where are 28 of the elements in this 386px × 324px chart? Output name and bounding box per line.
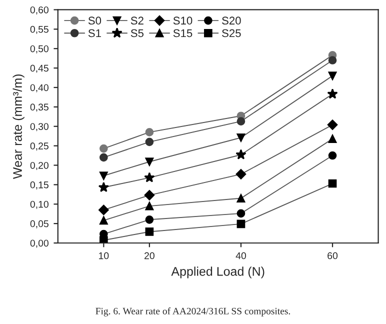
y-axis-title: Wear rate (mm³/m)	[12, 74, 24, 179]
x-tick-label: 20	[144, 252, 154, 260]
y-tick-label: 0,25	[30, 142, 48, 151]
x-tick-label: 10	[99, 252, 109, 260]
legend-label: S2	[130, 16, 144, 25]
y-tick-label: 0,40	[30, 84, 48, 92]
y-tick-label: 0,55	[30, 26, 48, 34]
y-tick-label: 0,00	[30, 240, 48, 248]
y-tick-label: 0,30	[30, 123, 48, 132]
y-tick-label: 0,20	[30, 162, 48, 170]
legend-label: S25	[222, 29, 241, 38]
legend-label: S10	[173, 16, 192, 25]
y-tick-label: 0,10	[30, 200, 48, 209]
legend-label: S0	[88, 16, 102, 25]
legend-label: S5	[130, 29, 144, 38]
y-tick-label: 0,15	[30, 181, 48, 190]
x-tick-label: 60	[328, 252, 338, 260]
x-tick-label: 40	[236, 252, 246, 260]
y-tick-label: 0,35	[30, 104, 48, 112]
legend-label: S1	[88, 29, 101, 38]
legend-label: S15	[173, 29, 192, 38]
y-tick-label: 0,50	[30, 45, 48, 54]
y-tick-label: 0,60	[30, 6, 48, 14]
caption: Fig. 6. Wear rate of AA2024/316L SS composites.	[96, 307, 290, 316]
y-tick-label: 0,45	[30, 64, 48, 73]
legend-label: S20	[222, 16, 241, 25]
x-axis-title: Applied Load (N)	[171, 266, 264, 278]
y-tick-label: 0,05	[30, 220, 48, 228]
